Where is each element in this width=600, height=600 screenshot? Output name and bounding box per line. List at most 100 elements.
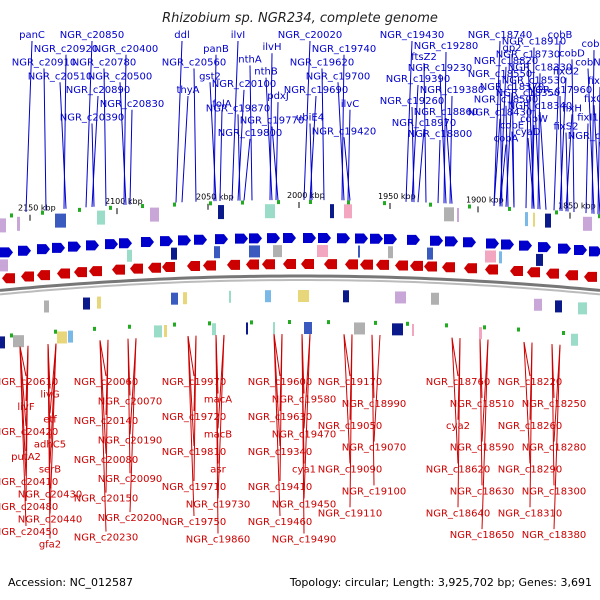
reverse-gene-leader [479,339,483,486]
reverse-gene-label: cya1 [292,465,316,476]
forward-gene-leader [527,138,535,209]
forward-gene-leader [231,40,239,201]
reverse-gene-arrow [464,263,477,274]
reverse-gene-arrow [148,262,161,273]
forward-gene-label: NGR_c18730 [496,49,561,60]
reverse-gene-label: macB [204,430,232,441]
reverse-gene-arrow [485,264,498,275]
feature-marker [383,201,386,206]
forward-gene-label: cobA [494,134,519,145]
forward-gene-leader [439,73,447,204]
forward-gene-arrow [574,245,587,256]
genome-backbone [0,274,600,296]
forward-gene-label: NGR_c18530 [502,75,567,86]
reverse-gene-leader [127,338,131,474]
feature-block [343,290,349,303]
reverse-gene-arrow [21,271,34,282]
feature-marker [347,200,350,205]
reverse-gene-arrow [262,259,275,270]
reverse-gene-arrow [565,270,578,281]
reverse-gene-leader [49,343,57,514]
forward-gene-leader [525,99,529,209]
reverse-gene-label: asr [210,465,226,476]
feature-block [298,290,309,303]
forward-gene-label: cobW [520,114,548,125]
forward-gene-label: NGR_c19690 [284,85,349,96]
forward-gene-label: nthA [238,54,262,65]
reverse-gene-label: NGR_c20610 [0,377,58,388]
feature-block [154,325,162,338]
reverse-gene-label: adhC5 [34,440,66,451]
feature-block [97,296,101,309]
forward-gene-leader [565,114,573,212]
feature-marker [374,320,377,325]
reverse-gene-leader [273,334,281,377]
feature-block [499,251,502,264]
forward-gene-leader [417,128,425,203]
feature-block [354,322,365,335]
reverse-gene-leader [129,338,137,513]
forward-gene-label: NGR_c18800 [408,129,473,140]
forward-gene-leader [559,95,563,211]
reverse-gene-label: livG [40,390,59,401]
reverse-gene-label: NGR_c19860 [186,535,251,546]
reverse-gene-arrow [442,262,455,273]
forward-gene-leader [499,144,507,207]
forward-gene-arrow [0,247,13,258]
forward-gene-leader [309,95,317,201]
forward-gene-label: cobD [559,48,585,59]
kbp-tick: 1950 kbp [378,192,416,209]
forward-gene-label: fixO2 [553,67,579,78]
reverse-gene-label: NGR_c19580 [272,395,337,406]
forward-gene-leader [309,123,313,201]
forward-gene-label: NGR_c17960 [528,85,593,96]
reverse-gene-leader [215,335,219,534]
feature-block [273,245,282,258]
forward-gene-arrow [407,234,420,245]
forward-gene-label: NGR_c18740 [468,30,533,41]
forward-gene-arrow [445,236,458,247]
forward-gene-label: panB [203,44,229,55]
forward-gene-leader [423,62,427,203]
reverse-gene-leader [553,344,561,530]
reverse-gene-arrow [527,267,540,278]
forward-gene-label: thyA [176,85,199,96]
forward-gene-leader [25,40,33,213]
forward-gene-label: cyaD [515,127,541,138]
forward-gene-label: folA [212,99,231,110]
forward-gene-label: fixS2 [554,122,579,133]
feature-marker [109,205,112,210]
forward-gene-label: NGR_c19390 [386,74,451,85]
reverse-gene-leader [343,334,351,464]
reverse-gene-label: NGR_c20410 [0,477,58,488]
feature-block [57,331,67,344]
kbp-tick-label: 1850 kbp [558,202,596,211]
reverse-gene-arrow [74,267,87,278]
forward-gene-leader [119,82,127,205]
feature-block [249,245,260,258]
reverse-gene-label: NGR_c19100 [342,486,407,497]
feature-marker [277,200,280,205]
reverse-gene-leader [523,341,531,377]
feature-block [536,253,543,266]
reverse-gene-leader [187,335,195,377]
feature-block [218,205,224,220]
feature-block [583,216,592,231]
feature-block [97,210,105,225]
feature-block [214,246,220,259]
feature-block [127,249,132,262]
forward-gene-leader [505,92,513,207]
forward-gene-label: gst2 [199,71,221,82]
forward-gene-leader [587,68,595,214]
reverse-gene-label: NGR_c19410 [248,482,313,493]
reverse-gene-leader [303,333,311,499]
reverse-gene-arrow [584,271,597,282]
feature-marker [54,329,57,334]
forward-gene-label: nthB [254,67,278,78]
reverse-gene-label: NGR_c18760 [426,377,491,388]
forward-gene-label: NGR_c19620 [290,58,355,69]
forward-gene-arrow [52,242,65,253]
forward-gene-leader [243,138,251,201]
reverse-gene-label: NGR_c18510 [450,399,515,410]
forward-gene-label: NGR_c20390 [60,113,125,124]
